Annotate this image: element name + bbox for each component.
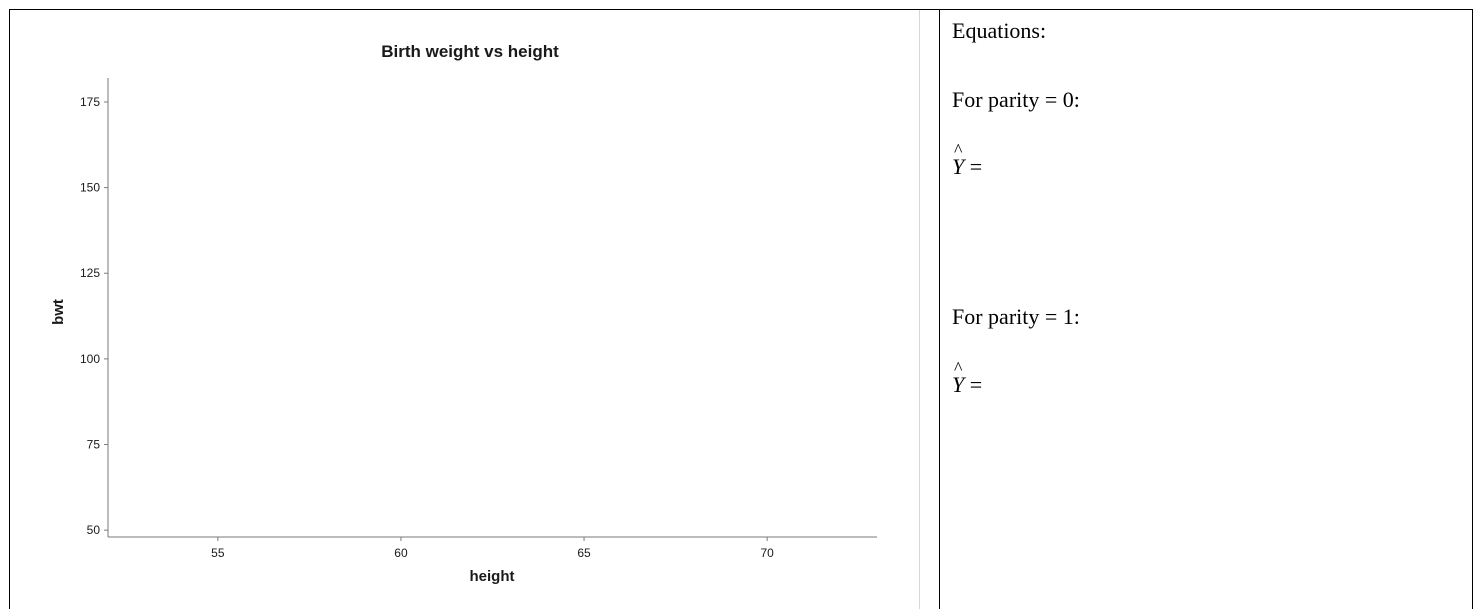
worksheet-table: Birth weight vs height 50 75 100 125 150 175 … (9, 9, 1473, 609)
parity-0-equation: ^ Y = (952, 140, 983, 180)
hat-mark: ^ (954, 140, 963, 160)
parity-1-label: For parity = 1: (952, 304, 1080, 329)
cell-divider (939, 10, 940, 609)
y-tick-label: 175 (80, 95, 100, 109)
equals-sign: = (969, 372, 983, 397)
y-tick-label: 125 (80, 266, 100, 280)
chart-title: Birth weight vs height (381, 42, 559, 61)
hat-mark: ^ (954, 358, 963, 378)
y-tick-label: 150 (80, 181, 100, 195)
equations-heading: Equations: (952, 18, 1047, 43)
parity-0-label: For parity = 0: (952, 87, 1080, 112)
x-tick-label: 60 (394, 546, 408, 560)
chart-frame: Birth weight vs height 50 75 100 125 150 175 … (10, 10, 920, 609)
y-tick-label: 100 (80, 352, 100, 366)
y-ticks: 50 75 100 125 150 175 (80, 95, 108, 537)
yhat-symbol: ^ Y (952, 140, 965, 179)
scatter-chart: Birth weight vs height 5075100125150175 … (50, 42, 877, 585)
yhat-symbol: ^ Y (952, 358, 965, 397)
x-tick-label: 65 (577, 546, 591, 560)
x-tick-label: 70 (760, 546, 774, 560)
y-axis-label: bwt (50, 299, 67, 325)
x-tick-label: 55 (211, 546, 225, 560)
x-axis-label: height (470, 568, 515, 585)
equals-sign: = (969, 154, 983, 179)
x-ticks: 55 60 65 70 (211, 537, 774, 560)
y-tick-label: 75 (87, 438, 101, 452)
chart-cell: Birth weight vs height 50 75 100 125 150 175 … (10, 10, 939, 609)
equations-cell: Equations: For parity = 0: ^ Y = For pari… (940, 10, 1472, 609)
parity-1-equation: ^ Y = (952, 358, 983, 398)
y-tick-label: 50 (87, 523, 101, 537)
